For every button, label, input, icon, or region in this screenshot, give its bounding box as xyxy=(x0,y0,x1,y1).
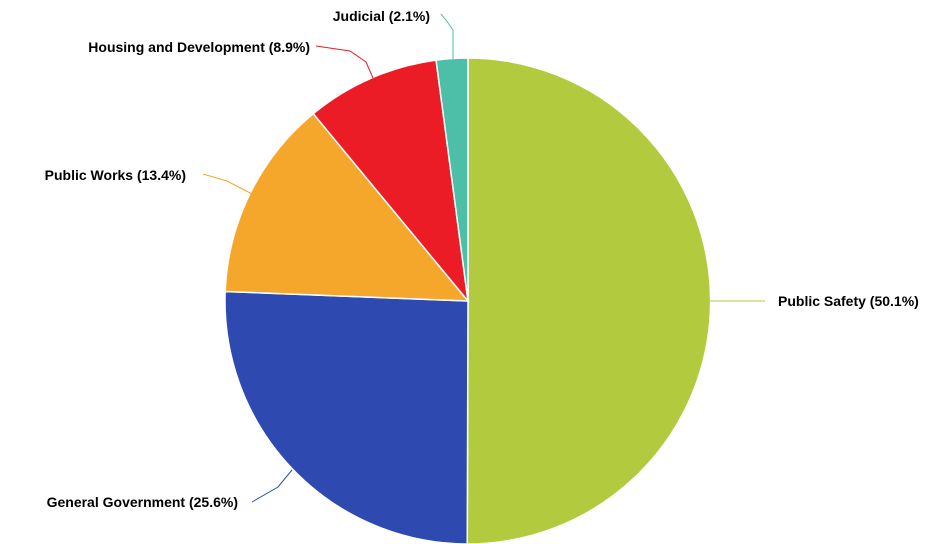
pie-slice-2 xyxy=(224,290,469,544)
leader-line-3 xyxy=(202,173,253,195)
leader-line-5 xyxy=(440,13,454,59)
leader-line-4 xyxy=(315,45,374,79)
slice-label-4: Housing and Development (8.9%) xyxy=(88,39,310,55)
pie-slice-5 xyxy=(435,57,469,302)
leader-lines xyxy=(202,13,765,503)
pie-slice-1 xyxy=(466,57,712,544)
pie-slices xyxy=(224,57,712,544)
slice-label-1: Public Safety (50.1%) xyxy=(778,293,919,309)
leader-line-2 xyxy=(251,469,293,503)
slice-label-2: General Government (25.6%) xyxy=(47,494,238,510)
pie-slice-4 xyxy=(312,59,470,304)
slice-labels: Public Safety (50.1%) General Government … xyxy=(45,8,919,510)
slice-label-3: Public Works (13.4%) xyxy=(45,167,186,183)
slice-label-5: Judicial (2.1%) xyxy=(333,8,430,24)
